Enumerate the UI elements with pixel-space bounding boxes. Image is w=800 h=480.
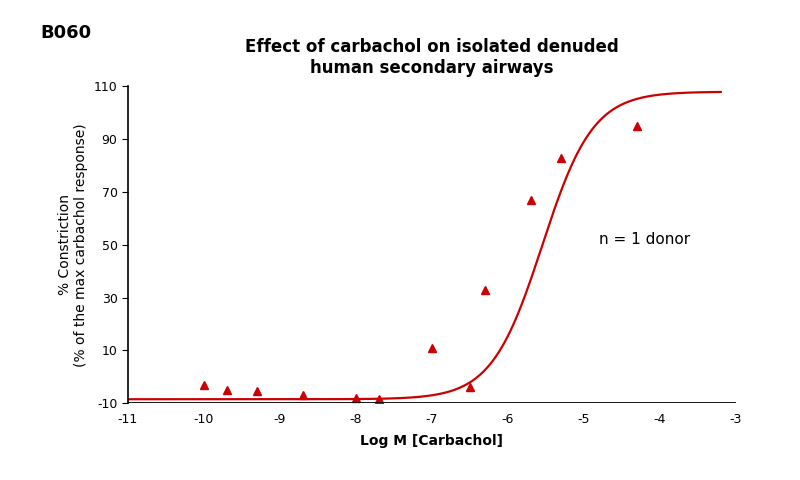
Text: n = 1 donor: n = 1 donor <box>599 232 690 247</box>
Text: B060: B060 <box>40 24 91 42</box>
Y-axis label: % Constriction
(% of the max carbachol response): % Constriction (% of the max carbachol r… <box>58 123 88 367</box>
X-axis label: Log M [Carbachol]: Log M [Carbachol] <box>361 434 503 448</box>
Title: Effect of carbachol on isolated denuded
human secondary airways: Effect of carbachol on isolated denuded … <box>245 38 619 76</box>
